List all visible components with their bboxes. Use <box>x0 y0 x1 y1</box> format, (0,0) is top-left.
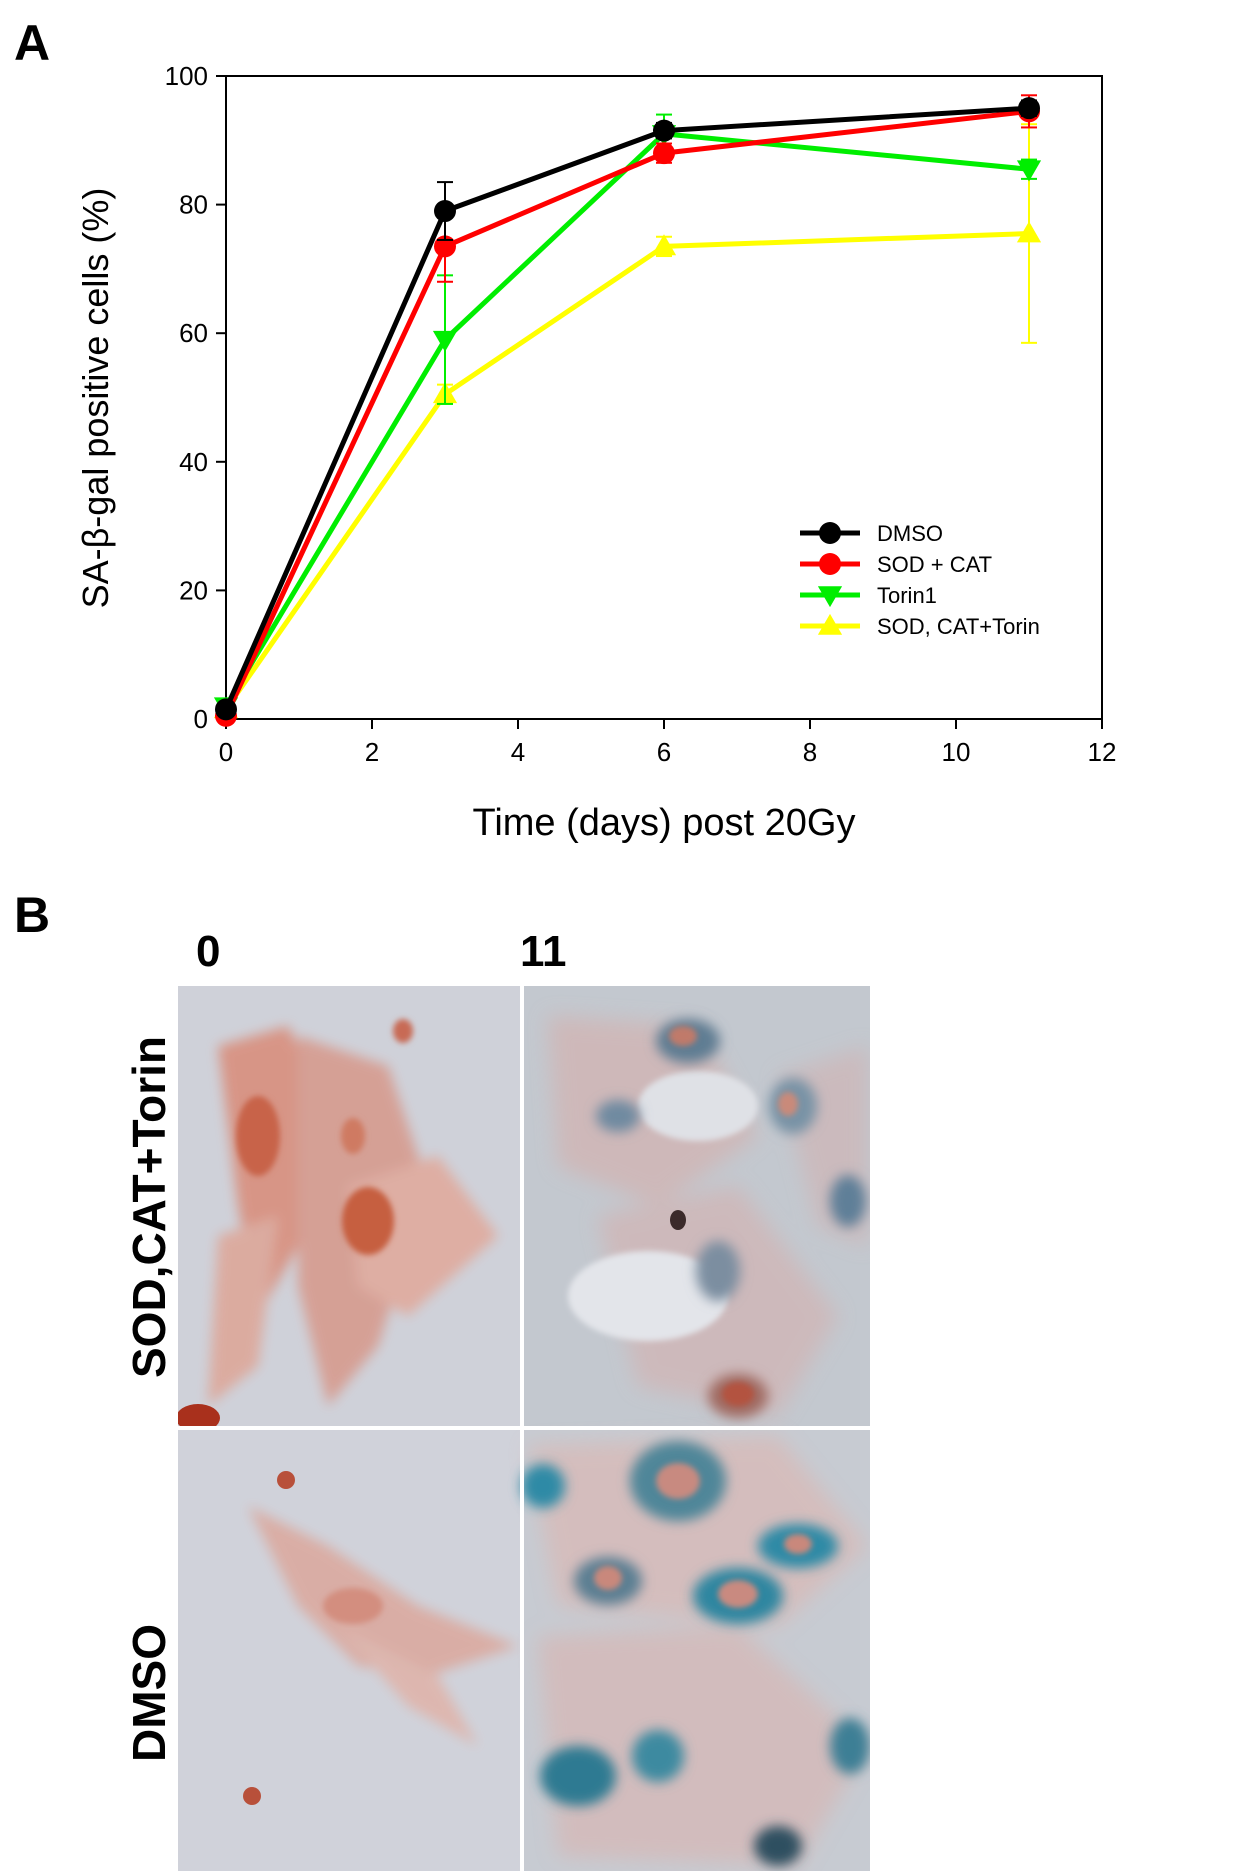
legend-label: Torin1 <box>877 583 937 608</box>
y-tick-label: 20 <box>179 575 208 605</box>
y-tick-label: 100 <box>165 61 208 91</box>
legend-label: DMSO <box>877 521 943 546</box>
y-tick-label: 80 <box>179 190 208 220</box>
x-axis-ticks: 0 2 4 6 8 10 12 <box>219 719 1117 767</box>
legend-item-0: DMSO <box>800 521 943 546</box>
series-line <box>223 108 1030 717</box>
x-axis-label: Time (days) post 20Gy <box>473 802 856 844</box>
legend: DMSO SOD + CAT Torin1 SOD, CAT+Torin <box>800 521 1040 639</box>
data-point <box>1018 97 1040 120</box>
legend-item-1: SOD + CAT <box>800 552 992 577</box>
data-point <box>1016 221 1042 243</box>
y-axis-ticks: 0 20 40 60 80 100 <box>165 61 226 734</box>
x-tick-label: 8 <box>803 737 817 767</box>
micrograph-sod-cat-torin-day0 <box>176 986 520 1432</box>
x-tick-label: 10 <box>942 737 971 767</box>
data-point <box>1016 160 1042 182</box>
data-point <box>432 330 458 352</box>
series-line <box>223 131 1030 708</box>
legend-label: SOD, CAT+Torin <box>877 614 1040 639</box>
legend-item-2: Torin1 <box>800 583 937 608</box>
micrograph-grid <box>176 986 870 1871</box>
legend-swatch-marker <box>819 522 841 544</box>
x-tick-label: 4 <box>511 737 525 767</box>
data-point <box>434 200 456 223</box>
legend-swatch-marker <box>819 553 841 575</box>
data-point <box>653 119 675 142</box>
micrograph-dmso-day0 <box>178 1430 520 1871</box>
x-tick-label: 12 <box>1088 737 1117 767</box>
micrograph-sod-cat-torin-day11 <box>524 986 870 1426</box>
panel-a-label: A <box>14 15 51 71</box>
y-axis-label: SA-β-gal positive cells (%) <box>75 188 116 609</box>
data-point <box>215 698 237 721</box>
legend-swatch-marker <box>817 586 843 608</box>
row-label-dmso: DMSO <box>123 1624 175 1762</box>
data-point <box>653 142 675 165</box>
legend-swatch-marker <box>817 613 843 635</box>
legend-label: SOD + CAT <box>877 552 992 577</box>
sa-beta-gal-line-chart: 0 2 4 6 8 10 12 0 20 40 60 80 100 Time (days) post … <box>75 61 1117 844</box>
series-0 <box>215 97 1040 721</box>
column-header-day-11: 11 <box>520 927 567 976</box>
row-label-sod-cat-torin: SOD,CAT+Torin <box>123 1035 175 1378</box>
series-layer <box>213 94 1042 727</box>
y-tick-label: 40 <box>179 447 208 477</box>
legend-item-3: SOD, CAT+Torin <box>800 613 1040 639</box>
series-line <box>223 231 1030 711</box>
y-tick-label: 0 <box>194 704 208 734</box>
micrograph-dmso-day11 <box>521 1430 870 1871</box>
x-tick-label: 0 <box>219 737 233 767</box>
x-tick-label: 2 <box>365 737 379 767</box>
panel-b-label: B <box>14 887 51 943</box>
data-point <box>651 234 677 256</box>
series-line <box>223 105 1030 711</box>
column-header-day-0: 0 <box>196 927 221 976</box>
x-tick-label: 6 <box>657 737 671 767</box>
y-tick-label: 60 <box>179 318 208 348</box>
